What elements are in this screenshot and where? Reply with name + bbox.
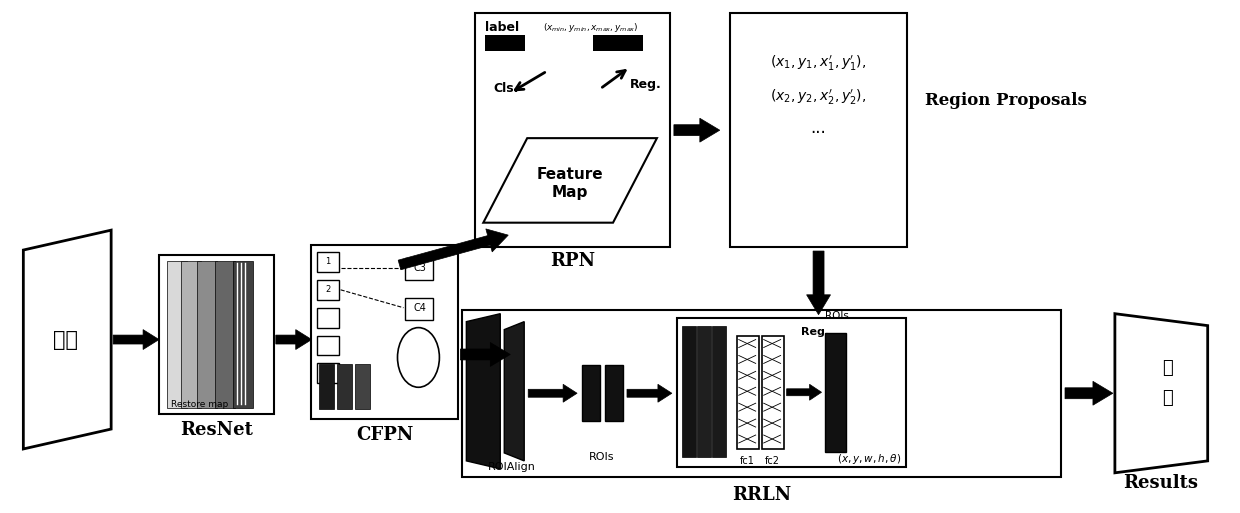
Polygon shape bbox=[806, 251, 831, 314]
Bar bbox=[167, 261, 187, 408]
Bar bbox=[605, 365, 622, 421]
Text: 果: 果 bbox=[1162, 389, 1173, 407]
Bar bbox=[181, 261, 201, 408]
Text: $(x_2, y_2, x_2^{\prime}, y_2^{\prime}),$: $(x_2, y_2, x_2^{\prime}, y_2^{\prime}),… bbox=[770, 88, 867, 107]
Bar bbox=[215, 261, 234, 408]
Bar bbox=[316, 363, 339, 383]
Text: 1: 1 bbox=[325, 258, 330, 266]
Polygon shape bbox=[460, 343, 510, 366]
Polygon shape bbox=[786, 384, 822, 400]
Bar bbox=[697, 326, 711, 457]
Bar bbox=[311, 245, 459, 419]
Bar bbox=[463, 310, 1061, 477]
Bar bbox=[159, 255, 274, 414]
Text: RRLN: RRLN bbox=[732, 486, 791, 504]
Bar bbox=[475, 13, 670, 247]
Text: CFPN: CFPN bbox=[356, 426, 413, 444]
Bar bbox=[761, 336, 784, 449]
Text: 图片: 图片 bbox=[53, 329, 78, 349]
Text: C3: C3 bbox=[413, 263, 425, 273]
Polygon shape bbox=[398, 229, 508, 270]
Polygon shape bbox=[24, 230, 112, 449]
Bar bbox=[737, 336, 759, 449]
Text: Map: Map bbox=[552, 185, 588, 200]
Bar bbox=[485, 35, 526, 51]
Polygon shape bbox=[484, 138, 657, 223]
Text: Results: Results bbox=[1123, 474, 1198, 492]
Bar bbox=[316, 336, 339, 356]
Text: Reg.: Reg. bbox=[630, 78, 662, 91]
Text: ResNet: ResNet bbox=[180, 421, 253, 439]
Bar bbox=[405, 298, 434, 320]
Bar bbox=[682, 326, 696, 457]
Text: C4: C4 bbox=[413, 303, 425, 313]
Bar bbox=[730, 13, 908, 247]
Text: ...: ... bbox=[811, 119, 826, 136]
Bar bbox=[825, 332, 847, 452]
Text: Feature: Feature bbox=[537, 167, 604, 182]
Polygon shape bbox=[466, 313, 500, 469]
Text: fc1: fc1 bbox=[740, 456, 755, 466]
Bar bbox=[316, 280, 339, 300]
Polygon shape bbox=[673, 119, 719, 142]
Text: fc2: fc2 bbox=[765, 456, 780, 466]
Text: Reg.: Reg. bbox=[801, 327, 828, 337]
Text: $(x,y,w,h,\theta)$: $(x,y,w,h,\theta)$ bbox=[837, 452, 901, 466]
Bar bbox=[355, 364, 370, 409]
Bar bbox=[593, 35, 644, 51]
Bar bbox=[712, 326, 725, 457]
Text: $(x_1, y_1, x_1^{\prime}, y_1^{\prime}),$: $(x_1, y_1, x_1^{\prime}, y_1^{\prime}),… bbox=[770, 53, 867, 73]
Bar bbox=[197, 261, 217, 408]
Bar bbox=[316, 308, 339, 328]
Polygon shape bbox=[275, 329, 311, 349]
Text: ROIs: ROIs bbox=[589, 452, 615, 462]
Polygon shape bbox=[528, 384, 577, 402]
Polygon shape bbox=[1115, 313, 1208, 473]
Text: RPN: RPN bbox=[551, 252, 595, 270]
Polygon shape bbox=[1065, 381, 1112, 405]
Bar bbox=[677, 318, 906, 467]
Text: Restore map: Restore map bbox=[171, 400, 228, 409]
Bar bbox=[316, 252, 339, 272]
Text: label: label bbox=[485, 21, 520, 34]
Polygon shape bbox=[505, 322, 525, 461]
Text: Cls.: Cls. bbox=[494, 83, 518, 95]
Bar bbox=[582, 365, 600, 421]
Bar bbox=[319, 364, 334, 409]
Bar bbox=[336, 364, 352, 409]
Text: 结: 结 bbox=[1162, 360, 1173, 378]
Text: ROIAlign: ROIAlign bbox=[489, 462, 536, 472]
Bar bbox=[405, 258, 434, 280]
Bar bbox=[233, 261, 253, 408]
Polygon shape bbox=[627, 384, 672, 402]
Text: ROIs: ROIs bbox=[825, 311, 848, 321]
Polygon shape bbox=[113, 329, 159, 349]
Text: 2: 2 bbox=[325, 285, 330, 294]
Text: Region Proposals: Region Proposals bbox=[925, 92, 1087, 109]
Text: $(x_{min}, y_{min}, x_{max}, y_{max})$: $(x_{min}, y_{min}, x_{max}, y_{max})$ bbox=[543, 21, 639, 34]
